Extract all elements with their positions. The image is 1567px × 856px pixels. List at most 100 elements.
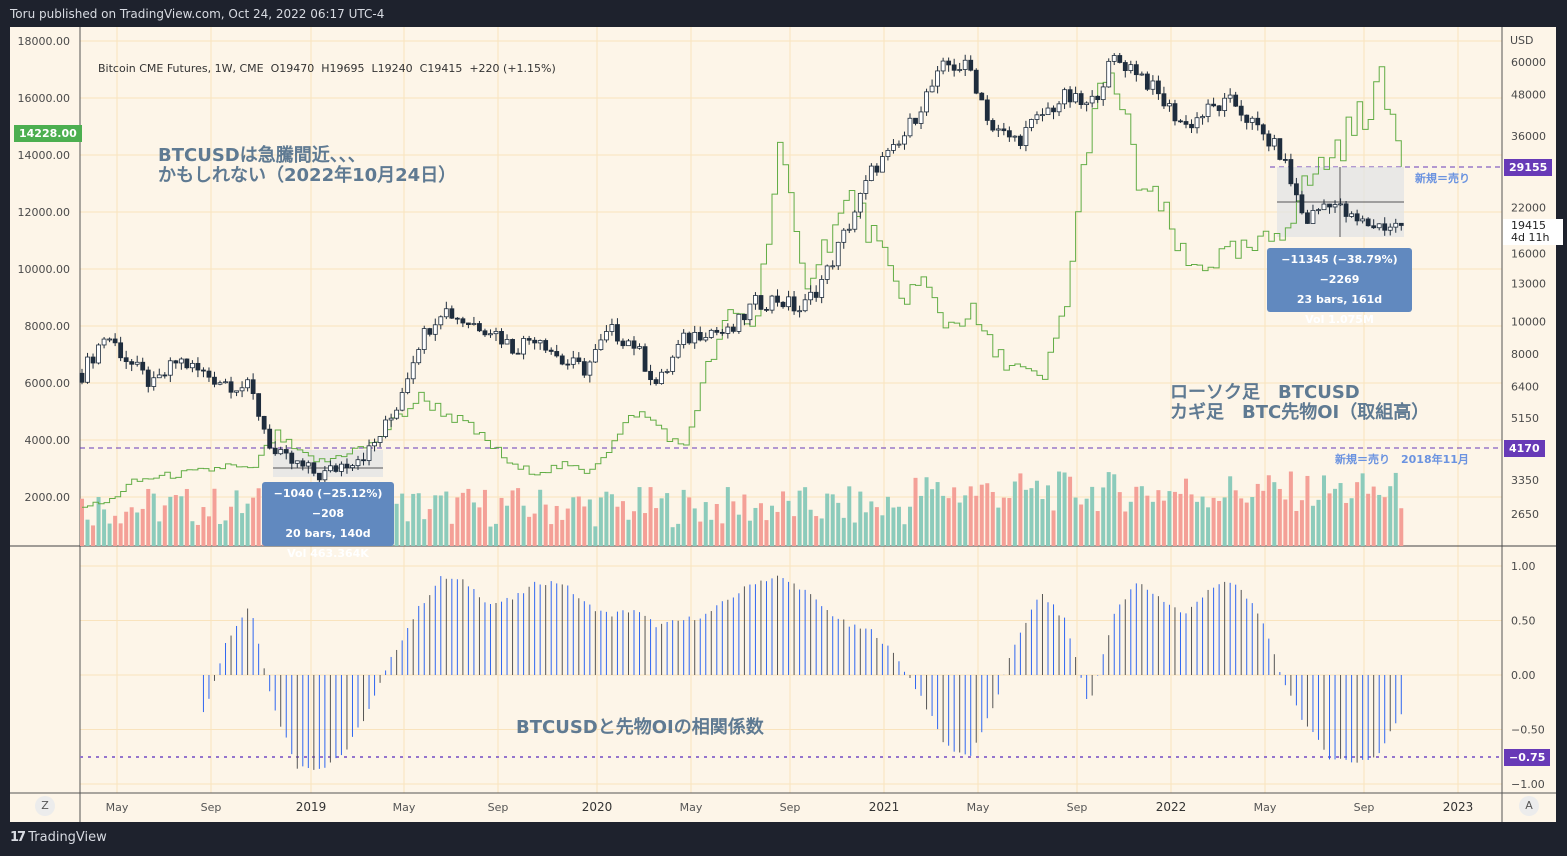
- candle: [664, 368, 670, 375]
- volume-bar: [990, 491, 995, 546]
- volume-bar: [1029, 488, 1034, 546]
- volume-bar: [797, 490, 802, 546]
- volume-bar: [482, 489, 487, 546]
- auto-scale-button[interactable]: A: [1519, 796, 1539, 816]
- candle-body: [1150, 80, 1156, 90]
- volume-bar: [521, 505, 526, 546]
- candle: [1122, 60, 1128, 78]
- candle-body: [609, 324, 615, 332]
- zoom-reset-button[interactable]: Z: [35, 796, 55, 816]
- candle-body: [1227, 94, 1233, 99]
- candle-body: [526, 338, 532, 341]
- symbol-name[interactable]: Bitcoin CME Futures, 1W, CME: [98, 62, 264, 75]
- time-tick-label: May: [680, 801, 703, 814]
- candle-body: [129, 361, 135, 365]
- candle-body: [863, 180, 869, 194]
- chart-panel[interactable]: May Sep 2019 May Sep 2020 May Sep 2021 May Sep 2022…: [10, 27, 1563, 822]
- corr-axis-label: −1.00: [1511, 778, 1545, 791]
- note-line-2: かもしれない（2022年10月24日）: [158, 165, 457, 186]
- candle: [802, 293, 808, 313]
- candle-body: [294, 460, 300, 464]
- candle-body: [714, 329, 720, 333]
- candle-body: [1288, 159, 1294, 185]
- volume-bar: [510, 490, 515, 546]
- candle-body: [239, 387, 245, 392]
- candle: [223, 378, 228, 384]
- volume-bar: [985, 483, 990, 546]
- candle: [322, 466, 328, 486]
- candle-body: [653, 379, 659, 384]
- volume-bar: [151, 493, 156, 546]
- candle: [377, 436, 383, 448]
- candle: [830, 260, 836, 270]
- tradingview-logo[interactable]: 17 TradingView: [10, 830, 107, 845]
- corr-axis-label: 0.00: [1511, 669, 1536, 682]
- candle-body: [261, 415, 267, 430]
- candle-body: [880, 156, 885, 173]
- candle-body: [559, 355, 565, 365]
- volume-bar: [968, 486, 973, 546]
- candle: [195, 357, 201, 378]
- volume-bar: [1156, 490, 1161, 546]
- volume-bar: [874, 507, 879, 546]
- candle: [819, 275, 825, 304]
- candle-body: [1376, 223, 1382, 229]
- candle-body: [1100, 86, 1106, 101]
- price-axis-label: 60000: [1511, 56, 1546, 69]
- time-tick-label: Sep: [488, 801, 509, 814]
- volume-bar: [620, 501, 625, 546]
- volume-bar: [637, 487, 642, 546]
- volume-bar: [626, 519, 631, 546]
- corr-title: BTCUSDと先物OIの相関係数: [516, 717, 764, 738]
- candle: [576, 352, 582, 365]
- candle-body: [212, 376, 217, 385]
- volume-bar: [786, 500, 791, 546]
- candle: [123, 350, 129, 369]
- candle: [1034, 111, 1040, 125]
- candle: [427, 327, 433, 337]
- volume-bar: [1382, 497, 1387, 546]
- volume-bar: [858, 491, 863, 546]
- candle: [1144, 71, 1150, 92]
- volume-bar: [1333, 488, 1338, 546]
- candle: [278, 446, 284, 456]
- candle-body: [990, 120, 996, 131]
- candle: [1288, 153, 1294, 187]
- candle: [835, 241, 841, 270]
- candle: [1178, 119, 1183, 123]
- candle-body: [1310, 210, 1316, 224]
- oi-current-badge: 14228.00: [14, 125, 82, 142]
- price-axis-label: 8000: [1511, 348, 1539, 361]
- candle-body: [1029, 119, 1034, 128]
- chart-canvas[interactable]: May Sep 2019 May Sep 2020 May Sep 2021 May Sep 2022…: [10, 27, 1556, 822]
- candle-body: [730, 326, 736, 332]
- volume-bar: [852, 522, 857, 546]
- volume-bar: [880, 515, 885, 546]
- volume-bar: [1255, 483, 1260, 546]
- volume-bar: [146, 488, 151, 546]
- candle-body: [339, 463, 344, 472]
- candle-body: [813, 291, 819, 298]
- candle-body: [681, 332, 687, 345]
- candle: [1172, 99, 1178, 126]
- candle: [1310, 204, 1316, 224]
- volume-bar: [1117, 492, 1122, 546]
- price-axis-label: 3350: [1511, 474, 1539, 487]
- currency-label[interactable]: USD: [1510, 34, 1534, 47]
- volume-bar: [218, 523, 222, 546]
- candle-body: [1255, 117, 1261, 126]
- candle-body: [1316, 209, 1321, 212]
- candle-body: [521, 338, 527, 355]
- candle-body: [1056, 103, 1062, 113]
- volume-bar: [184, 488, 189, 546]
- ohlc-open: O19470: [270, 62, 315, 75]
- candle: [256, 393, 262, 421]
- oi-axis-label: 18000.00: [18, 35, 71, 48]
- candle: [957, 62, 963, 73]
- candle: [769, 294, 775, 314]
- candle-body: [747, 303, 753, 321]
- candle: [736, 313, 742, 334]
- candle: [1205, 99, 1211, 123]
- volume-bar: [1355, 482, 1360, 546]
- candle: [797, 305, 802, 318]
